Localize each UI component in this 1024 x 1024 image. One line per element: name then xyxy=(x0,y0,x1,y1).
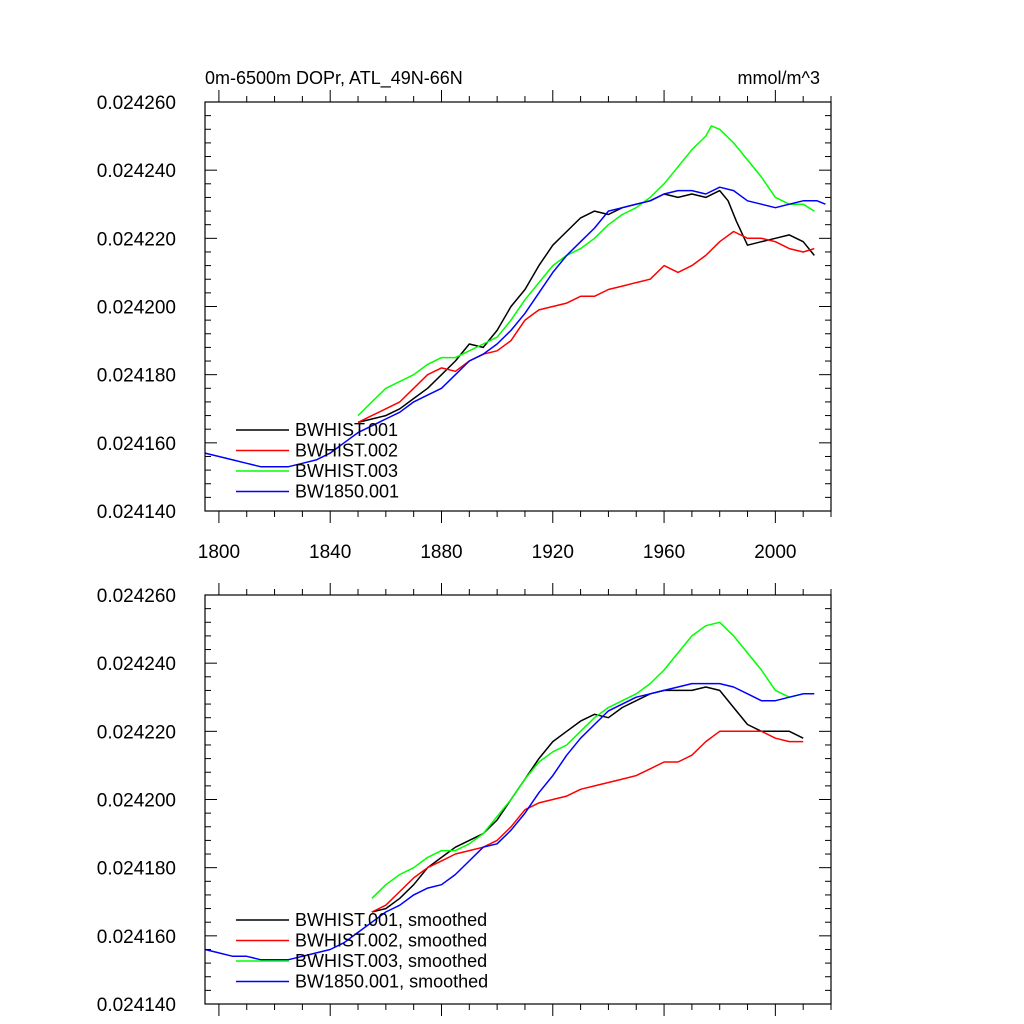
units-label: mmol/m^3 xyxy=(738,68,820,88)
y-tick-label: 0.024140 xyxy=(97,502,176,523)
y-tick-label: 0.024240 xyxy=(97,654,176,675)
y-tick-label: 0.024200 xyxy=(97,298,176,319)
legend-label-4: BW1850.001, smoothed xyxy=(295,972,488,992)
top-chart-panel: 1800 1840 1880 1920 1960 2000 0.024140 0.024160… xyxy=(97,68,832,563)
legend-label-1: BWHIST.001 xyxy=(295,420,398,440)
x-ticks: 1800 1840 1880 1920 1960 2000 xyxy=(198,90,832,563)
series-line-4 xyxy=(204,186,826,468)
y-tick-label: 0.024140 xyxy=(97,995,176,1016)
legend-label-4: BW1850.001 xyxy=(295,482,399,502)
series-line-4 xyxy=(204,682,815,961)
x-tick-label: 1840 xyxy=(309,542,351,563)
chart-title: 0m-6500m DOPr, ATL_49N-66N xyxy=(205,68,463,89)
series-line-1 xyxy=(371,686,804,913)
series-line-1 xyxy=(357,189,815,424)
legend-label-2: BWHIST.002, smoothed xyxy=(295,931,487,951)
y-tick-label: 0.024200 xyxy=(97,791,176,812)
y-tick-label: 0.024260 xyxy=(97,93,176,114)
x-tick-label: 1960 xyxy=(643,542,685,563)
legend-label-3: BWHIST.003, smoothed xyxy=(295,951,487,971)
legend-label-2: BWHIST.002 xyxy=(295,441,398,461)
y-tick-label: 0.024220 xyxy=(97,229,176,250)
y-tick-label: 0.024180 xyxy=(97,366,176,387)
series-line-2 xyxy=(371,730,804,913)
legend-label-3: BWHIST.003 xyxy=(295,461,398,481)
x-ticks xyxy=(218,583,832,1016)
y-tick-label: 0.024260 xyxy=(97,586,176,607)
series-line-2 xyxy=(357,230,815,424)
y-tick-label: 0.024160 xyxy=(97,927,176,948)
x-tick-label: 1800 xyxy=(198,542,240,563)
bottom-chart-panel: 0.024140 0.024160 0.024180 0.024200 0.024220… xyxy=(97,583,832,1016)
series-lines xyxy=(204,125,826,468)
legend-label-1: BWHIST.001, smoothed xyxy=(295,910,487,930)
y-ticks: 0.024140 0.024160 0.024180 0.024200 0.024220… xyxy=(97,93,831,523)
y-tick-label: 0.024160 xyxy=(97,434,176,455)
x-tick-label: 1920 xyxy=(532,542,574,563)
series-line-3 xyxy=(357,125,815,417)
y-tick-label: 0.024220 xyxy=(97,722,176,743)
series-line-3 xyxy=(371,621,804,899)
x-tick-label: 1880 xyxy=(420,542,462,563)
series-lines xyxy=(204,621,815,961)
y-tick-label: 0.024180 xyxy=(97,859,176,880)
y-ticks: 0.024140 0.024160 0.024180 0.024200 0.024220… xyxy=(97,586,831,1016)
y-tick-label: 0.024240 xyxy=(97,161,176,182)
x-tick-label: 2000 xyxy=(754,542,796,563)
